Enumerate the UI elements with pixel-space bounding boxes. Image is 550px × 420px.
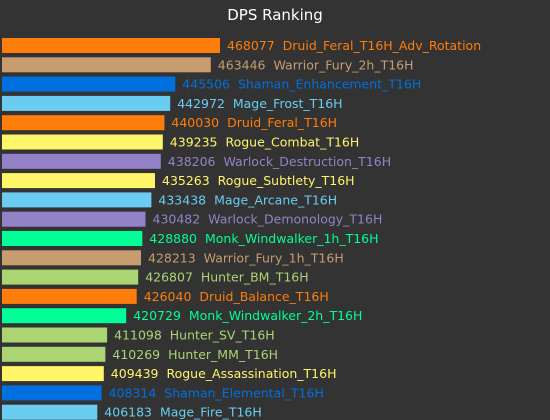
bar-name-6: Rogue_Combat_T16H	[225, 135, 359, 150]
bar-6	[2, 134, 163, 150]
bar-20	[2, 404, 98, 420]
bar-name-9: Mage_Arcane_T16H	[214, 192, 337, 207]
bar-name-20: Mage_Fire_T16H	[160, 405, 262, 420]
bar-label-5: 440030 Druid_Feral_T16H	[171, 115, 337, 130]
bar-label-18: 409439 Rogue_Assassination_T16H	[111, 366, 337, 381]
bar-name-2: Warrior_Fury_2h_T16H	[273, 57, 413, 72]
bar-name-1: Druid_Feral_T16H_Adv_Rotation	[283, 38, 481, 53]
bar-18	[2, 366, 104, 382]
bar-13	[2, 269, 139, 285]
bar-4	[2, 95, 171, 111]
bar-label-4: 442972 Mage_Frost_T16H	[177, 96, 342, 111]
bar-label-13: 426807 Hunter_BM_T16H	[145, 270, 308, 285]
bar-value-6: 439235	[170, 135, 218, 150]
bar-name-16: Hunter_SV_T16H	[170, 328, 275, 343]
bar-value-11: 428880	[149, 231, 197, 246]
bar-17	[2, 346, 106, 362]
bar-name-15: Monk_Windwalker_2h_T16H	[189, 308, 363, 323]
bar-label-3: 445506 Shaman_Enhancement_T16H	[182, 77, 421, 92]
bar-5	[2, 115, 165, 131]
bar-3	[2, 76, 176, 92]
bar-value-1: 468077	[227, 38, 275, 53]
bar-label-7: 438206 Warlock_Destruction_T16H	[168, 154, 391, 169]
bar-name-18: Rogue_Assassination_T16H	[166, 366, 336, 381]
bar-name-3: Shaman_Enhancement_T16H	[238, 77, 421, 92]
bar-16	[2, 327, 108, 343]
bar-value-2: 463446	[218, 57, 266, 72]
bar-8	[2, 173, 155, 189]
bar-label-16: 411098 Hunter_SV_T16H	[114, 328, 275, 343]
bar-label-9: 433438 Mage_Arcane_T16H	[158, 192, 337, 207]
bar-label-14: 426040 Druid_Balance_T16H	[144, 289, 329, 304]
bar-value-4: 442972	[177, 96, 225, 111]
bar-name-17: Hunter_MM_T16H	[168, 347, 278, 362]
bar-value-17: 410269	[112, 347, 160, 362]
bar-value-16: 411098	[114, 328, 162, 343]
bar-label-6: 439235 Rogue_Combat_T16H	[170, 135, 359, 150]
bar-value-12: 428213	[148, 250, 196, 265]
bar-name-8: Rogue_Subtlety_T16H	[218, 173, 355, 188]
bar-value-15: 420729	[133, 308, 181, 323]
bar-value-5: 440030	[171, 115, 219, 130]
bar-label-19: 408314 Shaman_Elemental_T16H	[109, 385, 324, 400]
bar-name-5: Druid_Feral_T16H	[227, 115, 337, 130]
bar-19	[2, 385, 102, 401]
bar-9	[2, 192, 152, 208]
bar-value-18: 409439	[111, 366, 159, 381]
bar-label-2: 463446 Warrior_Fury_2h_T16H	[218, 57, 414, 72]
bar-name-12: Warrior_Fury_1h_T16H	[204, 250, 344, 265]
bar-label-15: 420729 Monk_Windwalker_2h_T16H	[133, 308, 362, 323]
bar-value-10: 430482	[153, 212, 201, 227]
bar-14	[2, 288, 137, 304]
bar-10	[2, 211, 146, 227]
bar-label-1: 468077 Druid_Feral_T16H_Adv_Rotation	[227, 38, 481, 53]
bar-value-8: 435263	[162, 173, 210, 188]
bar-2	[2, 57, 211, 73]
bar-label-20: 406183 Mage_Fire_T16H	[104, 405, 261, 420]
bar-value-14: 426040	[144, 289, 192, 304]
bar-name-4: Mage_Frost_T16H	[233, 96, 343, 111]
bar-name-7: Warlock_Destruction_T16H	[223, 154, 391, 169]
bar-value-20: 406183	[104, 405, 152, 420]
bar-value-7: 438206	[168, 154, 216, 169]
bar-12	[2, 250, 141, 266]
bar-value-3: 445506	[182, 77, 230, 92]
bar-name-13: Hunter_BM_T16H	[201, 270, 309, 285]
bar-label-17: 410269 Hunter_MM_T16H	[112, 347, 278, 362]
chart-title: DPS Ranking	[227, 6, 323, 24]
bar-label-8: 435263 Rogue_Subtlety_T16H	[162, 173, 355, 188]
bar-group: 468077 Druid_Feral_T16H_Adv_Rotation 4634…	[2, 38, 481, 420]
bar-value-19: 408314	[109, 385, 157, 400]
bar-7	[2, 153, 161, 169]
bar-name-19: Shaman_Elemental_T16H	[164, 385, 324, 400]
bar-name-10: Warlock_Demonology_T16H	[208, 212, 382, 227]
bar-11	[2, 231, 143, 246]
bar-15	[2, 308, 127, 324]
bar-name-11: Monk_Windwalker_1h_T16H	[205, 231, 379, 246]
bar-label-11: 428880 Monk_Windwalker_1h_T16H	[149, 231, 378, 246]
bar-value-9: 433438	[158, 192, 206, 207]
bar-label-10: 430482 Warlock_Demonology_T16H	[153, 212, 383, 227]
bar-label-12: 428213 Warrior_Fury_1h_T16H	[148, 250, 344, 265]
bar-name-14: Druid_Balance_T16H	[199, 289, 328, 304]
bar-1	[2, 38, 220, 53]
bar-value-13: 426807	[145, 270, 193, 285]
